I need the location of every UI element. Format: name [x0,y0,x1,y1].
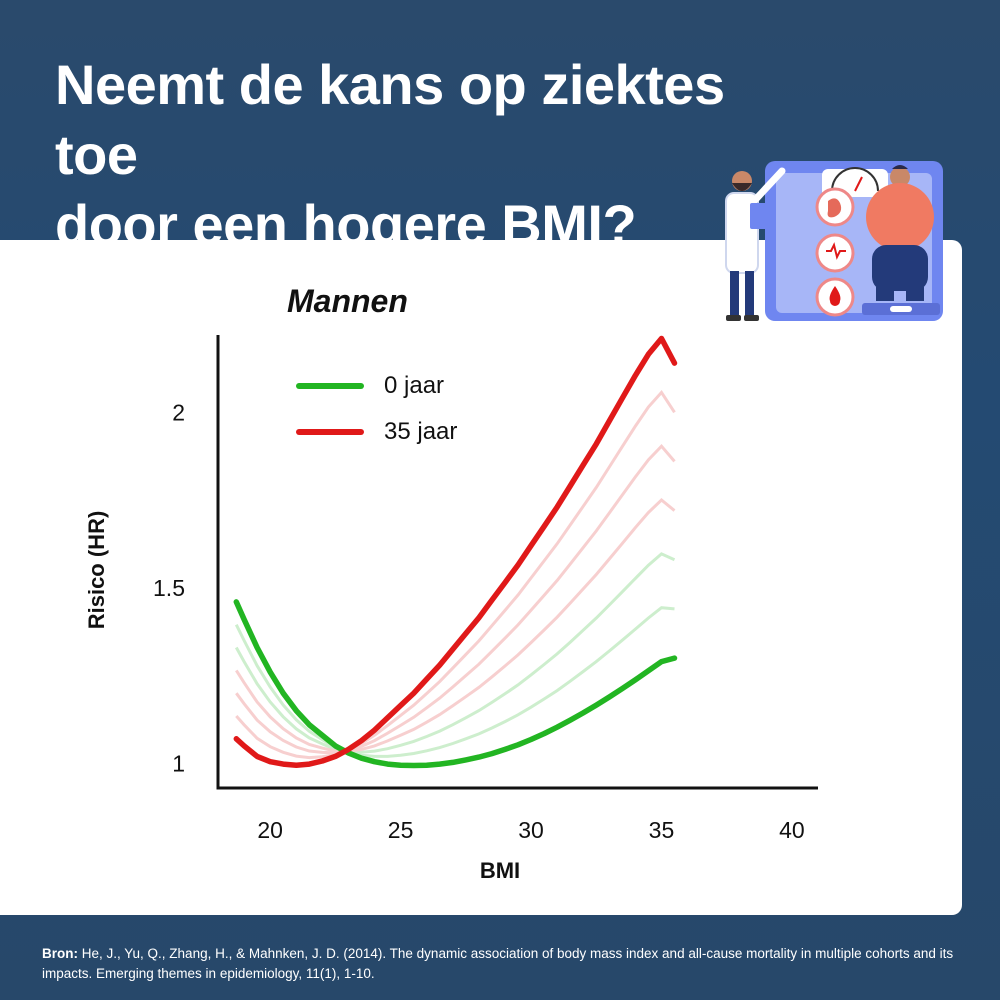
legend-swatch-1 [296,429,364,435]
intermediate-curve [235,443,676,755]
intermediate-curve [234,552,676,754]
source-citation: Bron: He, J., Yu, Q., Zhang, H., & Mahnk… [42,944,962,984]
series-line-0 [233,599,678,769]
legend-item-0: 0 jaar [296,372,444,400]
title-line-1: Neemt de kans op ziektes toe [55,53,725,186]
y-tick-label: 1 [172,750,185,776]
doctor-scale-icon [725,161,943,321]
faint-curves [234,389,676,760]
y-tick-label: 1.5 [153,575,185,601]
legend-label-0: 0 jaar [384,372,445,399]
legend-swatch-0 [296,383,364,389]
legend-label-1: 35 jaar [384,418,458,445]
source-prefix: Bron: [42,946,78,961]
x-tick-label: 35 [649,817,675,843]
chart-axes [216,335,818,790]
chart-card [0,240,962,915]
x-axis-label: BMI [479,858,521,883]
y-tick-label: 2 [172,399,185,425]
source-text: He, J., Yu, Q., Zhang, H., & Mahnken, J.… [42,946,954,981]
intermediate-curve [234,606,675,758]
legend-item-1: 35 jaar [296,418,457,446]
y-axis-label: Risico (HR) [84,510,109,630]
series-lines [233,335,678,769]
series-line-1 [233,335,678,768]
x-tick-label: 30 [518,817,544,843]
chart-title: Mannen [287,283,408,319]
intermediate-curve [235,498,676,753]
x-tick-label: 40 [779,817,805,843]
intermediate-curve [235,389,676,760]
tick-labels: 20 25 30 35 40 1 1.5 2 [153,399,805,843]
x-tick-label: 25 [388,817,414,843]
x-tick-label: 20 [257,817,283,843]
